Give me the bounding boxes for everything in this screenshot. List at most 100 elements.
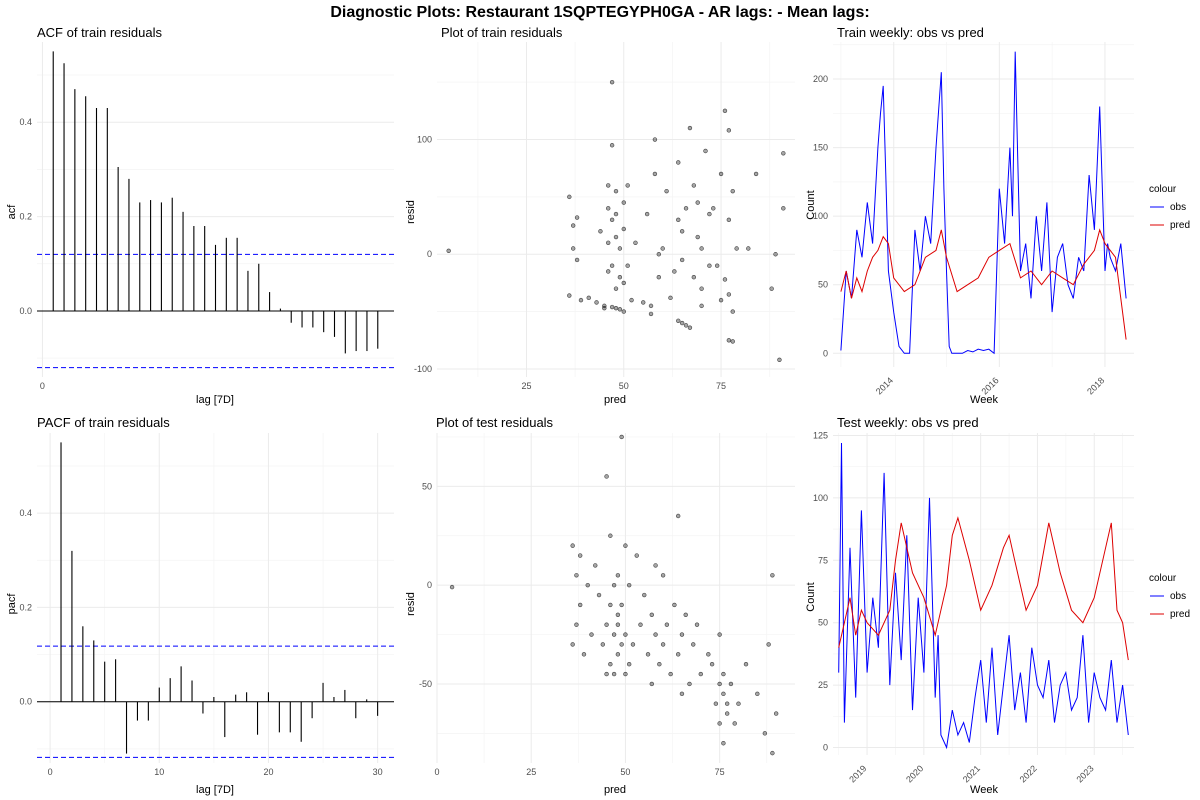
pacf-ytick-label: 0.2	[19, 602, 32, 612]
pacf-panel: PACF of train residuals lag [7D] pacf 0.…	[6, 415, 394, 796]
acf-ytick-label: 0.0	[19, 306, 32, 316]
train-resid-point	[714, 263, 720, 268]
train-resid-point	[609, 217, 615, 223]
test-resid-point	[694, 622, 700, 627]
test-resid-point	[721, 691, 726, 697]
test-resid-xtick-label: 25	[526, 767, 536, 777]
test-resid-point	[713, 701, 719, 706]
train-weekly-series-pred	[840, 228, 1127, 340]
train-resid-point	[777, 357, 782, 362]
train-resid-point	[730, 339, 735, 344]
test-resid-point	[660, 573, 666, 578]
train-resid-point	[629, 297, 634, 303]
train-resid-point	[621, 309, 626, 314]
test-residuals-ylabel: resid	[405, 592, 417, 616]
train-resid-point	[726, 217, 732, 223]
train-weekly-legend-title: colour	[1149, 184, 1177, 195]
figure-title: Diagnostic Plots: Restaurant 1SQPTEGYPH0…	[330, 4, 869, 21]
train-weekly-ylabel: Count	[805, 190, 817, 219]
test-resid-point	[604, 474, 609, 479]
train-resid-point	[722, 277, 728, 282]
train-resid-point	[687, 125, 693, 131]
test-resid-point	[623, 543, 628, 548]
train-resid-ytick-label: 0	[427, 249, 432, 259]
test-resid-point	[721, 671, 726, 677]
test-resid-point	[683, 612, 688, 617]
train-resid-point	[691, 274, 697, 280]
train-resid-point	[683, 206, 689, 211]
train-resid-point	[606, 240, 611, 245]
test-weekly-ytick-label: 125	[813, 430, 828, 440]
train-weekly-grid	[833, 42, 1134, 367]
test-resid-point	[679, 691, 685, 697]
train-resid-point	[570, 223, 576, 228]
test-resid-xtick-label: 75	[715, 767, 725, 777]
pacf-xtick-label: 10	[154, 767, 164, 777]
test-resid-point	[649, 612, 654, 617]
test-resid-point	[570, 642, 575, 647]
train-resid-point	[613, 286, 619, 291]
test-resid-point	[577, 602, 583, 608]
test-resid-point	[642, 592, 647, 598]
pacf-xlabel: lag [7D]	[196, 784, 234, 796]
test-resid-point	[770, 573, 775, 578]
train-weekly-ytick-label: 200	[813, 74, 828, 84]
test-weekly-ylabel: Count	[805, 582, 817, 611]
train-resid-point	[609, 263, 615, 268]
train-weekly-panel: Train weekly: obs vs pred Week Count col…	[805, 25, 1190, 406]
test-resid-point	[619, 434, 624, 440]
test-resid-point	[623, 671, 628, 677]
test-resid-point	[653, 632, 658, 637]
test-resid-point	[698, 671, 703, 677]
train-resid-point	[570, 246, 576, 251]
train-resid-point	[679, 257, 685, 263]
test-residuals-title: Plot of test residuals	[436, 415, 554, 430]
test-resid-point	[717, 681, 722, 687]
test-resid-point	[619, 602, 624, 608]
test-resid-point	[593, 563, 598, 568]
test-resid-point	[664, 622, 670, 627]
train-resid-point	[617, 274, 623, 280]
train-resid-point	[773, 252, 778, 257]
acf-xtick-label: 0	[40, 381, 45, 391]
test-weekly-xlabel: Week	[970, 784, 998, 796]
train-resid-point	[726, 338, 732, 343]
pacf-ylabel: pacf	[6, 593, 18, 615]
test-residuals-panel: Plot of test residuals pred resid -50 0 50…	[405, 415, 795, 796]
test-weekly-legend: colour obs pred	[1149, 573, 1190, 620]
test-resid-point	[717, 721, 722, 726]
pacf-xtick-label: 0	[48, 767, 53, 777]
train-resid-point	[567, 194, 572, 200]
train-resid-point	[648, 303, 654, 309]
train-weekly-ytick-label: 100	[813, 211, 828, 221]
train-resid-point	[718, 171, 724, 177]
test-resid-point	[608, 602, 613, 608]
train-resid-point	[648, 311, 654, 317]
train-resid-point	[769, 286, 774, 291]
train-resid-point	[652, 171, 658, 177]
train-weekly-title: Train weekly: obs vs pred	[837, 25, 984, 40]
test-weekly-ytick-label: 50	[818, 618, 828, 628]
test-resid-ytick-label: 0	[427, 580, 432, 590]
train-resid-point	[726, 128, 732, 133]
test-weekly-series-obs	[838, 442, 1129, 750]
train-resid-xtick-label: 75	[716, 381, 726, 391]
test-resid-point	[657, 661, 662, 667]
pacf-ytick-label: 0.4	[19, 508, 32, 518]
test-weekly-panel: Test weekly: obs vs pred Week Count colo…	[805, 415, 1190, 796]
train-resid-point	[574, 257, 580, 263]
train-resid-point	[695, 200, 700, 205]
train-resid-point	[606, 269, 611, 274]
train-resid-point	[606, 206, 611, 211]
test-resid-point	[577, 553, 583, 558]
train-resid-point	[598, 229, 603, 234]
train-resid-point	[621, 280, 626, 286]
train-resid-point	[602, 303, 607, 309]
test-resid-point	[653, 563, 658, 568]
test-resid-ytick-label: 50	[422, 481, 432, 491]
train-resid-point	[781, 151, 786, 156]
test-resid-point	[611, 671, 617, 677]
train-resid-xtick-label: 50	[619, 381, 629, 391]
acf-ytick-label: 0.4	[19, 117, 32, 127]
